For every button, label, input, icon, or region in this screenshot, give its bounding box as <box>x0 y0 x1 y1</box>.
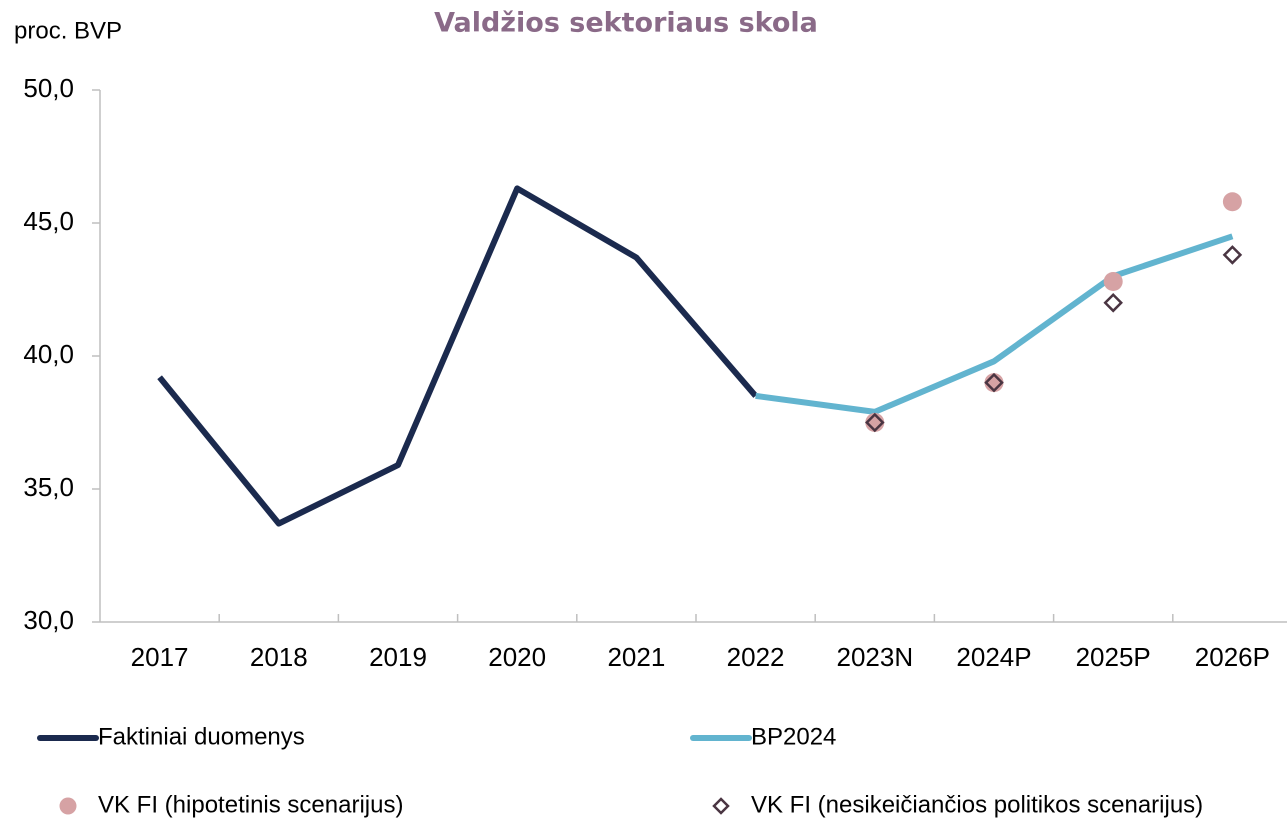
point <box>1222 245 1243 265</box>
y-tick-label: 35,0 <box>23 472 74 502</box>
x-tick-label: 2024P <box>956 642 1031 672</box>
series-line <box>157 185 758 527</box>
y-tick-label: 30,0 <box>23 605 74 635</box>
y-axis-label: proc. BVP <box>14 17 122 44</box>
y-tick-label: 50,0 <box>23 73 74 103</box>
x-tick-label: 2026P <box>1195 642 1270 672</box>
x-tick-label: 2019 <box>369 642 427 672</box>
x-tick-label: 2018 <box>250 642 308 672</box>
point <box>1103 293 1123 313</box>
legend-label: Faktiniai duomenys <box>98 723 305 750</box>
y-tick-label: 45,0 <box>23 206 74 236</box>
y-tick-label: 40,0 <box>23 339 74 369</box>
x-tick-label: 2023N <box>836 642 913 672</box>
x-tick-label: 2017 <box>131 642 189 672</box>
point <box>1222 192 1242 212</box>
x-tick-label: 2020 <box>488 642 546 672</box>
chart-title: Valdžios sektoriaus skola <box>434 8 818 39</box>
point <box>984 372 1004 393</box>
series-line <box>755 233 1234 415</box>
legend-label: VK FI (nesikeičiančios politikos scenari… <box>751 791 1203 818</box>
legend-swatch <box>712 797 730 815</box>
x-tick-label: 2025P <box>1076 642 1151 672</box>
point <box>865 412 885 433</box>
legend-label: VK FI (hipotetinis scenarijus) <box>98 791 403 818</box>
x-tick-label: 2021 <box>607 642 665 672</box>
legend-label: BP2024 <box>751 723 836 750</box>
legend-swatch <box>59 797 77 815</box>
x-tick-label: 2022 <box>727 642 785 672</box>
point <box>1103 272 1123 292</box>
